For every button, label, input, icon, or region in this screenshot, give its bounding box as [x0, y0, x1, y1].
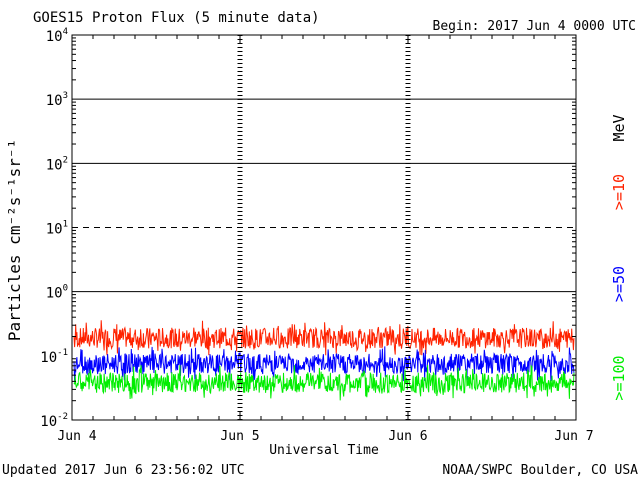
plot-frame [71, 34, 577, 421]
y-axis-label: Particles cm⁻²s⁻¹sr⁻¹ [5, 139, 24, 341]
legend-series-ge50: >=50 [610, 266, 628, 302]
y-tick-label: 10-2 [40, 412, 68, 430]
series-layer [73, 320, 575, 401]
y-tick-label: 104 [46, 27, 68, 45]
y-tick-label: 103 [46, 91, 68, 109]
legend-series-ge10: >=10 [610, 174, 628, 210]
chart-title: GOES15 Proton Flux (5 minute data) [33, 10, 320, 26]
x-tick-labels: Jun 4 Jun 5 Jun 6 Jun 7 [57, 429, 593, 444]
grid-layer [71, 35, 577, 420]
updated-time: Updated 2017 Jun 6 23:56:02 UTC [2, 463, 245, 478]
series-line-ge10 [73, 320, 575, 356]
x-tick-label: Jun 4 [57, 429, 96, 444]
y-tick-labels: 10-2 10-1 100 101 102 103 104 [40, 27, 68, 430]
begin-time: Begin: 2017 Jun 4 0000 UTC [433, 19, 637, 34]
x-tick-label: Jun 7 [554, 429, 593, 444]
legend-unit: MeV [610, 114, 628, 141]
y-tick-label: 102 [46, 155, 68, 173]
x-tick-label: Jun 6 [388, 429, 427, 444]
legend-series-ge100: >=100 [610, 355, 628, 400]
x-tick-label: Jun 5 [220, 429, 259, 444]
y-tick-label: 101 [46, 220, 68, 238]
y-tick-label: 100 [46, 284, 68, 302]
x-axis-label: Universal Time [269, 443, 379, 458]
series-line-ge100 [73, 364, 575, 401]
series-legend: MeV >=10 >=50 >=100 [610, 114, 628, 400]
y-tick-label: 10-1 [40, 348, 68, 366]
series-line-ge50 [73, 346, 575, 382]
credit: NOAA/SWPC Boulder, CO USA [442, 463, 638, 478]
